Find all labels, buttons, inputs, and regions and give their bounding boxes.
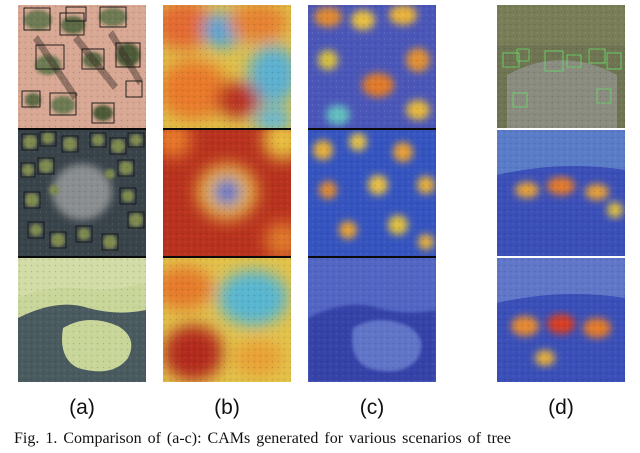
figure-caption: Fig. 1. Comparison of (a-c): CAMs genera… — [14, 430, 511, 447]
panel-d-row1 — [497, 5, 625, 128]
panel-b-row3 — [163, 258, 291, 382]
panel-d-row2 — [497, 130, 625, 256]
panel-a-row2 — [18, 130, 146, 256]
panel-b-row2 — [163, 130, 291, 256]
column-label-d: (d) — [548, 396, 574, 419]
panel-c-row3 — [308, 258, 436, 382]
panel-a-row1 — [18, 5, 146, 128]
separator-c-1 — [308, 128, 436, 130]
separator-a-1 — [18, 128, 146, 130]
separator-b-1 — [163, 128, 291, 130]
separator-b-2 — [163, 256, 291, 258]
panel-c-row2 — [308, 130, 436, 256]
column-label-c: (c) — [359, 396, 385, 419]
separator-a-2 — [18, 256, 146, 258]
panel-b-row1 — [163, 5, 291, 128]
separator-c-2 — [308, 256, 436, 258]
panel-a-row3 — [18, 258, 146, 382]
panel-d-row3 — [497, 258, 625, 382]
panel-c-row1 — [308, 5, 436, 128]
column-label-a: (a) — [69, 396, 95, 419]
column-label-b: (b) — [214, 396, 240, 419]
